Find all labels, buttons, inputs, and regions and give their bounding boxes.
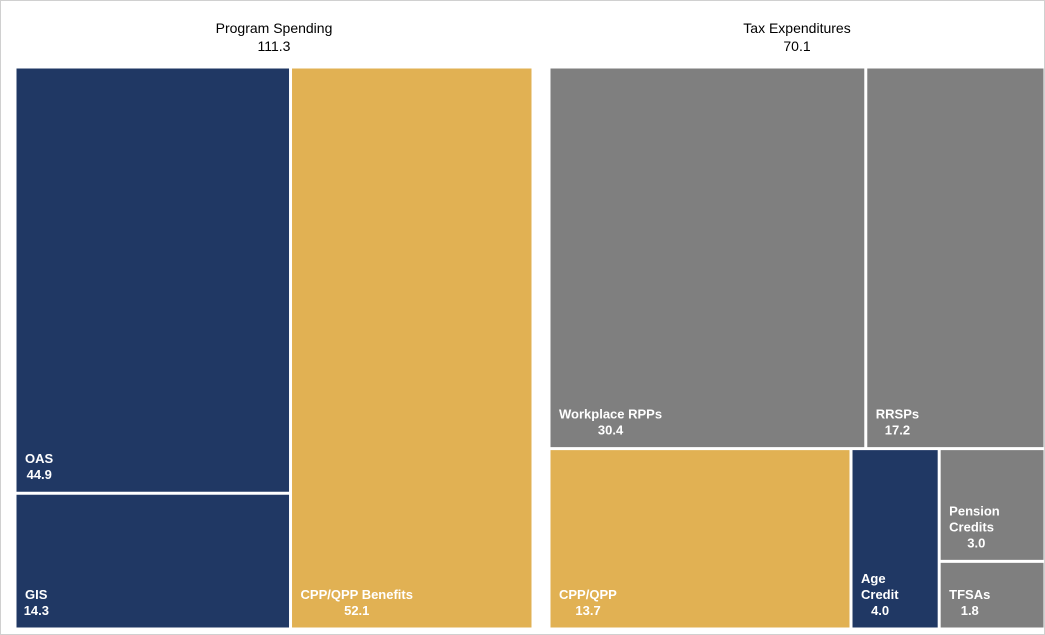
treemap-cell xyxy=(292,68,532,628)
cell-label: CPP/QPP Benefits xyxy=(301,587,413,602)
cell-label: Pension Credits xyxy=(949,503,1003,534)
group-total: 111.3 xyxy=(258,38,291,54)
group-total: 70.1 xyxy=(783,38,810,54)
cell-value: 4.0 xyxy=(871,603,889,618)
treemap-cell xyxy=(867,68,1044,448)
cell-label: OAS xyxy=(25,451,54,466)
treemap-cell xyxy=(940,562,1044,628)
cell-label: RRSPs xyxy=(876,407,919,422)
treemap-cell xyxy=(550,450,850,628)
cell-value: 13.7 xyxy=(575,603,600,618)
cell-value: 52.1 xyxy=(344,603,369,618)
cell-label: Workplace RPPs xyxy=(559,407,662,422)
cell-value: 3.0 xyxy=(967,535,985,550)
cell-label: CPP/QPP xyxy=(559,587,617,602)
cell-label: GIS xyxy=(25,587,48,602)
cell-value: 44.9 xyxy=(27,467,52,482)
cell-value: 30.4 xyxy=(598,423,624,438)
treemap-cell xyxy=(940,450,1044,560)
cell-value: 17.2 xyxy=(885,423,910,438)
cell-value: 14.3 xyxy=(24,603,49,618)
treemap-cell xyxy=(852,450,938,628)
treemap-cell xyxy=(550,68,865,448)
treemap-cell xyxy=(16,494,290,628)
cell-label: TFSAs xyxy=(949,587,990,602)
cell-label: Age Credit xyxy=(861,571,899,602)
group-title: Program Spending xyxy=(216,20,333,36)
group-title: Tax Expenditures xyxy=(743,20,850,36)
cell-value: 1.8 xyxy=(961,603,979,618)
treemap-cell xyxy=(16,68,290,492)
